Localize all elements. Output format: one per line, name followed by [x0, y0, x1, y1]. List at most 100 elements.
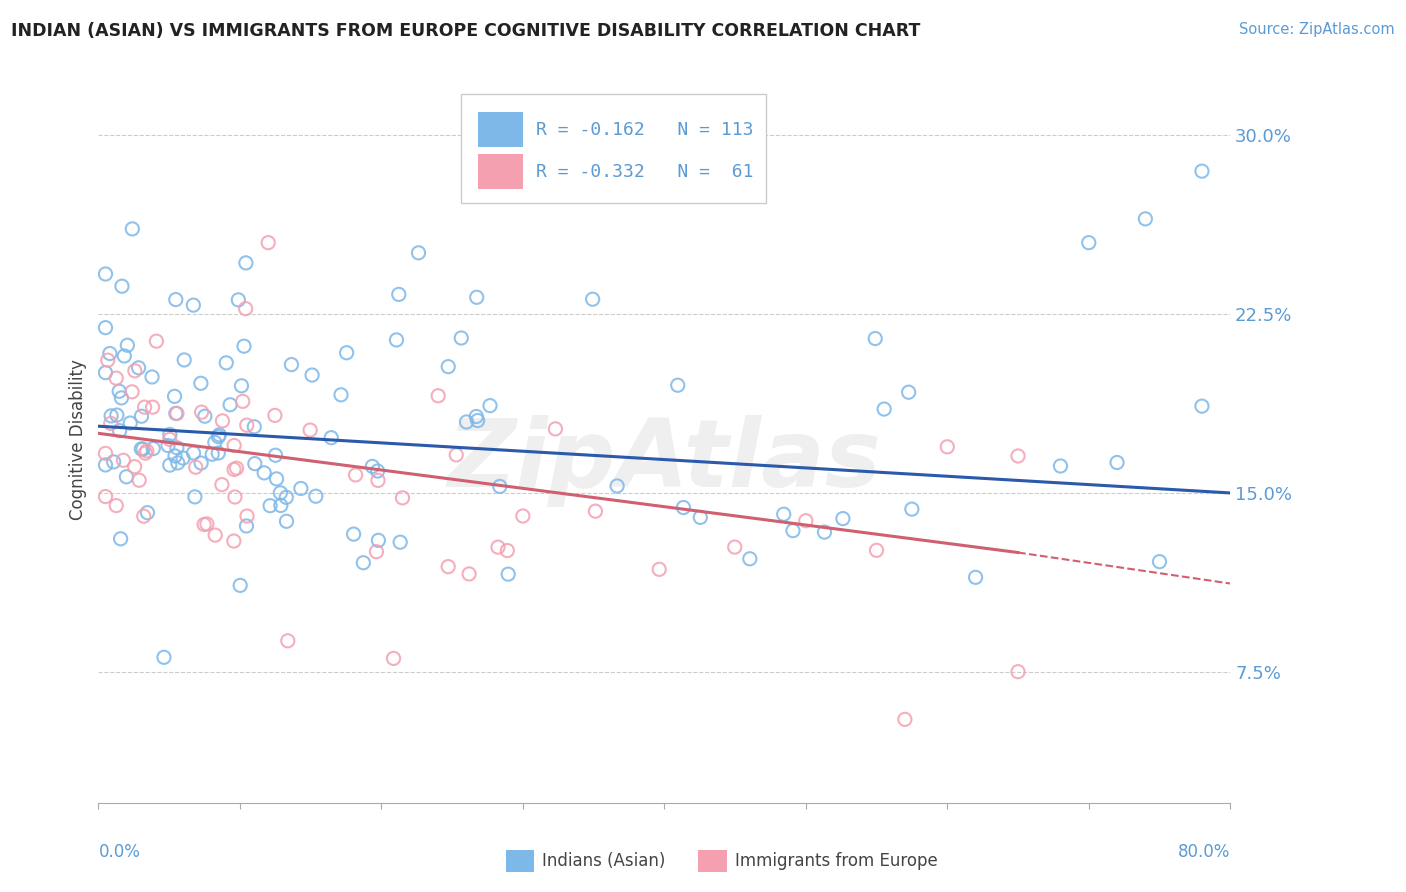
Point: [1007, 665, 1029, 679]
Point: [110, 532, 132, 546]
Point: [103, 455, 125, 469]
Point: [1191, 164, 1213, 178]
Point: [105, 408, 128, 422]
Point: [120, 416, 142, 430]
Point: [583, 504, 606, 518]
Point: [831, 511, 853, 525]
Point: [100, 417, 122, 431]
Text: Source: ZipAtlas.com: Source: ZipAtlas.com: [1239, 22, 1395, 37]
Point: [865, 543, 887, 558]
Text: Immigrants from Europe: Immigrants from Europe: [734, 852, 938, 870]
Point: [132, 509, 155, 524]
Point: [135, 443, 157, 458]
Point: [301, 368, 323, 382]
Point: [165, 293, 187, 307]
Point: [128, 360, 150, 375]
Point: [228, 293, 250, 307]
Point: [486, 540, 509, 554]
Point: [270, 499, 292, 513]
Point: [277, 633, 299, 648]
Bar: [699, 850, 727, 871]
Point: [1077, 235, 1099, 250]
Point: [145, 334, 167, 348]
Point: [94, 446, 117, 460]
Point: [264, 409, 287, 423]
Point: [1007, 449, 1029, 463]
FancyBboxPatch shape: [461, 94, 766, 203]
Point: [901, 502, 924, 516]
Point: [97, 353, 120, 368]
Point: [496, 567, 519, 582]
Point: [813, 525, 835, 540]
Point: [427, 389, 450, 403]
Point: [465, 290, 488, 304]
Point: [195, 516, 218, 531]
Point: [408, 245, 430, 260]
Point: [204, 528, 226, 542]
Point: [225, 461, 247, 475]
Point: [738, 551, 761, 566]
Point: [367, 533, 389, 548]
Point: [183, 298, 205, 312]
Point: [253, 466, 276, 480]
Point: [863, 332, 886, 346]
Point: [201, 447, 224, 461]
Point: [136, 506, 159, 520]
Point: [666, 378, 689, 392]
Point: [391, 491, 413, 505]
Point: [479, 399, 502, 413]
Point: [389, 535, 412, 549]
Point: [465, 409, 488, 424]
Point: [235, 301, 257, 316]
Point: [965, 570, 987, 584]
Point: [166, 456, 188, 470]
Point: [183, 446, 205, 460]
Point: [117, 338, 139, 352]
Point: [115, 469, 138, 483]
Point: [606, 479, 628, 493]
Point: [105, 499, 128, 513]
Point: [388, 287, 411, 301]
Text: 80.0%: 80.0%: [1178, 843, 1230, 861]
Point: [211, 414, 233, 428]
Point: [266, 472, 288, 486]
Y-axis label: Cognitive Disability: Cognitive Disability: [69, 359, 87, 520]
Point: [111, 279, 134, 293]
Point: [361, 459, 384, 474]
Point: [94, 458, 117, 472]
Point: [232, 394, 254, 409]
Point: [458, 566, 481, 581]
Point: [190, 405, 212, 419]
Point: [236, 418, 259, 433]
Point: [257, 235, 280, 250]
Point: [100, 409, 122, 423]
Point: [1191, 399, 1213, 413]
Point: [142, 400, 165, 414]
Point: [131, 409, 153, 424]
Point: [166, 406, 188, 420]
Point: [450, 331, 472, 345]
Point: [280, 358, 302, 372]
Point: [193, 517, 215, 532]
Point: [1107, 455, 1129, 469]
Point: [112, 453, 135, 467]
Point: [112, 349, 135, 363]
Point: [1135, 211, 1157, 226]
Point: [894, 712, 917, 726]
Point: [342, 527, 364, 541]
Point: [159, 458, 181, 472]
Point: [215, 356, 238, 370]
Point: [512, 508, 534, 523]
Point: [142, 442, 165, 456]
Point: [1049, 458, 1071, 473]
Point: [385, 333, 408, 347]
Point: [194, 409, 217, 424]
Point: [105, 371, 128, 385]
Point: [243, 457, 266, 471]
Point: [207, 446, 229, 460]
Point: [229, 578, 252, 592]
Point: [131, 442, 153, 456]
Point: [259, 499, 281, 513]
Point: [366, 544, 388, 558]
Point: [184, 460, 207, 475]
